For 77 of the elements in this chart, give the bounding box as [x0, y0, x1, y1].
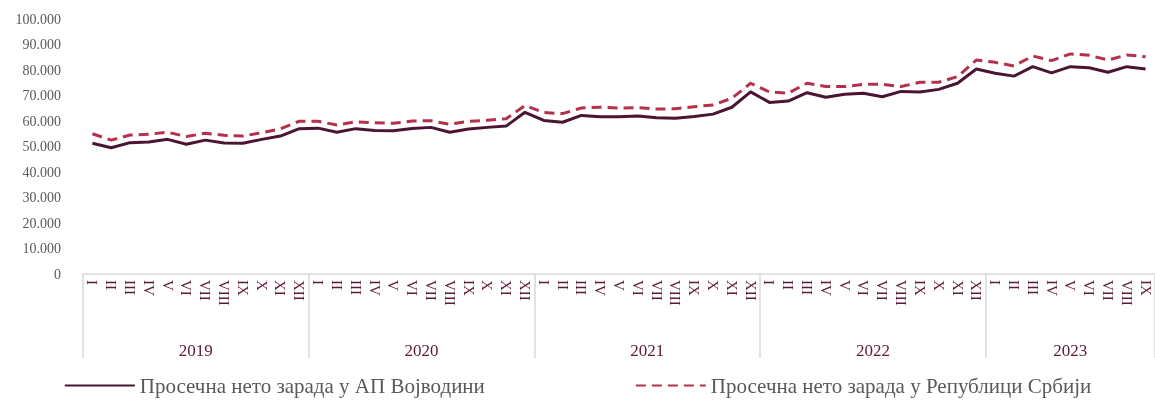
- x-tick-label: II: [328, 280, 345, 290]
- y-tick-label: 100.000: [15, 11, 61, 27]
- x-tick-label: I: [535, 280, 552, 285]
- text: 2020: [404, 340, 439, 360]
- y-tick-label: 50.000: [22, 139, 61, 154]
- x-tick-label: III: [573, 280, 590, 295]
- x-tick-label: XI: [723, 280, 740, 296]
- x-tick-label: VII: [422, 280, 439, 301]
- y-tick-label: 70.000: [22, 88, 61, 103]
- x-tick-label: XII: [291, 280, 308, 301]
- x-tick-label: V: [836, 280, 853, 291]
- y-tick-label: 80.000: [22, 62, 61, 78]
- x-tick-label: III: [799, 280, 816, 295]
- legend-label: Просечна нето зарада у АП Војводини: [139, 373, 485, 398]
- x-tick-label: I: [310, 280, 327, 285]
- x-tick-label: I: [84, 280, 101, 285]
- x-tick-label: VI: [855, 280, 872, 296]
- x-tick-label: IV: [1043, 280, 1060, 296]
- y-tick-label: 0: [54, 266, 61, 282]
- x-tick-label: I: [761, 280, 778, 285]
- x-tick-label: III: [1024, 280, 1041, 295]
- x-tick-label: IV: [592, 280, 609, 296]
- x-tick-label: II: [1005, 280, 1022, 290]
- x-tick-label: IX: [460, 280, 477, 296]
- text: 2021: [630, 340, 665, 360]
- x-tick-label: VIII: [667, 280, 684, 306]
- x-tick-label: IX: [686, 280, 703, 296]
- line-series: [90, 65, 1148, 150]
- x-tick-label: VI: [178, 280, 195, 296]
- text: 2019: [178, 340, 213, 360]
- x-tick-label: XII: [516, 280, 533, 301]
- x-tick-label: VIII: [441, 280, 458, 306]
- x-tick-label: X: [930, 280, 947, 291]
- x-tick-label: XII: [968, 280, 985, 301]
- x-tick-label: VII: [197, 280, 214, 301]
- text: 2023: [1053, 340, 1088, 360]
- x-tick-label: XI: [949, 280, 966, 296]
- x-tick-label: V: [385, 280, 402, 291]
- x-tick-label: XI: [498, 280, 515, 296]
- x-tick-label: VI: [404, 280, 421, 296]
- x-tick-label: III: [347, 280, 364, 295]
- x-tick-label: X: [479, 280, 496, 291]
- y-tick-label: 30.000: [22, 190, 61, 205]
- x-tick-label: IX: [1137, 280, 1154, 296]
- x-tick-label: VII: [1099, 280, 1116, 301]
- x-tick-label: IX: [234, 280, 251, 296]
- x-tick-label: VI: [629, 280, 646, 296]
- x-tick-label: VIII: [216, 280, 233, 306]
- x-tick-label: VI: [1081, 280, 1098, 296]
- x-tick-label: VII: [648, 280, 665, 301]
- x-tick-label: IV: [366, 280, 383, 296]
- y-tick-label: 90.000: [22, 37, 61, 52]
- x-tick-label: V: [159, 280, 176, 291]
- x-tick-label: I: [987, 280, 1004, 285]
- x-tick-label: II: [103, 280, 120, 290]
- x-tick-label: X: [705, 280, 722, 291]
- y-tick-label: 60.000: [22, 113, 61, 129]
- x-tick-label: VIII: [893, 280, 910, 306]
- x-tick-label: IV: [817, 280, 834, 296]
- x-tick-label: V: [611, 280, 627, 291]
- line-series: [90, 52, 1148, 142]
- x-tick-label: II: [780, 280, 797, 290]
- legend-label: Просечна нето зарада у Републици Србији: [710, 373, 1092, 398]
- x-tick-label: X: [253, 280, 270, 291]
- y-tick-label: 40.000: [22, 164, 61, 180]
- x-tick-label: IX: [911, 280, 928, 296]
- y-tick-label: 10.000: [22, 241, 61, 256]
- x-tick-label: VIII: [1118, 280, 1135, 306]
- x-tick-label: XI: [272, 280, 289, 296]
- x-tick-label: V: [1062, 280, 1079, 291]
- x-tick-label: II: [554, 280, 571, 290]
- x-tick-label: XII: [742, 280, 759, 301]
- x-tick-label: VII: [874, 280, 891, 301]
- text: 2022: [855, 340, 890, 360]
- y-tick-label: 20.000: [22, 215, 61, 231]
- x-tick-label: III: [122, 280, 139, 295]
- x-tick-label: IV: [140, 280, 157, 296]
